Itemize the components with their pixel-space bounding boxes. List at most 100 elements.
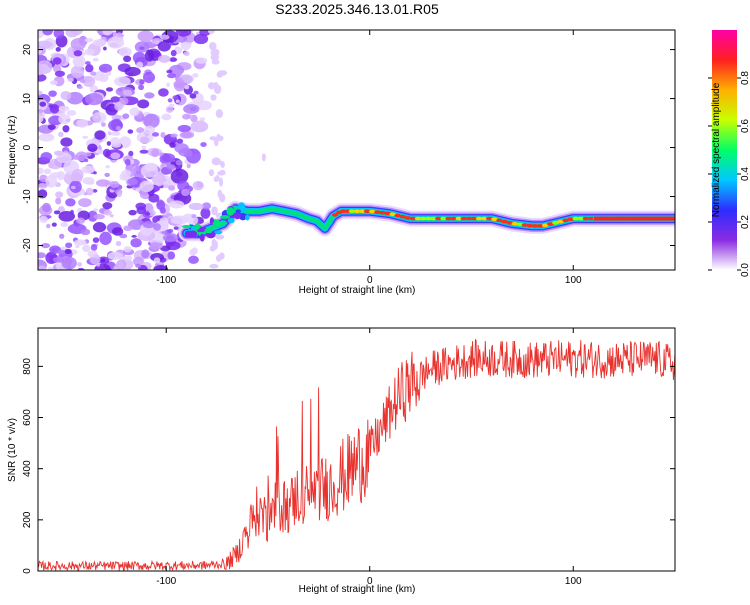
noise-blob <box>214 138 219 147</box>
signal-hotspot <box>399 214 406 219</box>
signal-hotspot <box>481 216 488 221</box>
noise-blob <box>128 209 137 216</box>
noise-blob <box>73 50 83 57</box>
noise-blob <box>93 171 97 175</box>
signal-blob <box>188 230 198 238</box>
signal-hotspot <box>394 213 401 218</box>
noise-blob <box>170 215 190 225</box>
x-tick-label: 0 <box>367 576 373 587</box>
noise-blob <box>66 109 77 116</box>
y-tick-label: 0 <box>22 568 33 574</box>
signal-hotspot <box>465 216 473 221</box>
noise-blob <box>84 93 104 106</box>
signal-hotspot <box>430 216 437 221</box>
noise-blob <box>52 57 62 65</box>
noise-blob <box>92 222 107 233</box>
noise-blob <box>122 89 133 96</box>
noise-blob <box>170 133 178 138</box>
noise-blob <box>132 256 144 267</box>
signal-hotspot <box>552 221 559 225</box>
noise-blob <box>115 241 122 247</box>
noise-blob <box>65 30 79 38</box>
noise-blob <box>161 153 176 163</box>
noise-blob <box>114 101 123 111</box>
signal-hotspot <box>331 213 339 217</box>
noise-blob <box>141 145 147 150</box>
noise-blob <box>38 73 47 82</box>
noise-blob <box>176 34 188 43</box>
noise-blob <box>58 105 70 112</box>
y-tick-label: -10 <box>22 189 33 204</box>
noise-blob <box>78 198 92 208</box>
noise-blob <box>177 124 192 133</box>
noise-blob <box>123 246 132 253</box>
noise-blob <box>188 202 204 211</box>
noise-blob <box>207 82 215 90</box>
colorbar-tick-label: 0.0 <box>740 263 750 277</box>
x-tick-label: 100 <box>565 275 582 286</box>
noise-blob <box>114 76 131 87</box>
noise-blob <box>38 90 43 96</box>
noise-blob <box>123 55 132 63</box>
noise-blob <box>191 214 197 219</box>
noise-blob <box>107 131 112 136</box>
y-tick-label: 600 <box>22 409 33 426</box>
noise-blob <box>166 164 176 170</box>
spectrogram-x-ticks: -100 0 100 <box>156 30 582 286</box>
noise-blob <box>92 237 100 243</box>
noise-blob <box>168 103 175 108</box>
signal-hotspot <box>460 216 468 221</box>
signal-hotspot <box>363 209 371 214</box>
signal-blob <box>214 230 223 235</box>
noise-blob <box>208 169 215 177</box>
signal-hotspot <box>593 216 675 221</box>
noise-blob <box>106 141 112 146</box>
noise-blob <box>65 242 73 249</box>
noise-blob <box>157 54 171 63</box>
noise-blob <box>162 181 169 185</box>
noise-blob <box>70 185 76 190</box>
noise-blob <box>48 104 54 108</box>
noise-blob <box>85 187 94 196</box>
noise-blob <box>210 94 217 101</box>
noise-blob <box>159 245 171 252</box>
colorbar: 0.0 0.2 0.4 0.6 0.8 Normalized spectral ampl… <box>708 30 750 277</box>
signal-blob <box>220 215 231 219</box>
noise-blob <box>211 53 219 58</box>
noise-blob <box>183 104 200 114</box>
noise-blob <box>219 193 226 203</box>
noise-blob <box>60 137 73 147</box>
noise-blob <box>192 73 199 78</box>
signal-hotspot <box>374 210 381 214</box>
noise-blob <box>168 64 185 76</box>
signal-blob <box>227 217 235 224</box>
noise-blob <box>168 185 176 191</box>
noise-blob <box>200 207 211 219</box>
x-tick-label: 0 <box>367 275 373 286</box>
noise-blob <box>127 129 134 134</box>
noise-blob <box>161 30 179 43</box>
noise-blob <box>175 99 180 103</box>
noise-blob <box>98 63 113 73</box>
signal-hotspot <box>470 216 478 221</box>
noise-blob <box>189 93 197 99</box>
signal-hotspot <box>501 219 508 224</box>
noise-blob <box>96 262 101 267</box>
noise-blob <box>110 152 121 160</box>
noise-blob <box>40 151 53 162</box>
noise-blob <box>39 215 48 224</box>
noise-blob <box>87 250 98 258</box>
noise-blob <box>38 265 47 270</box>
noise-blob <box>62 125 70 133</box>
noise-blob <box>192 180 204 191</box>
noise-blob <box>135 263 142 268</box>
noise-blob <box>103 209 112 216</box>
noise-blob <box>179 131 195 139</box>
noise-blob <box>45 174 58 188</box>
snr-series <box>38 338 675 571</box>
noise-blob <box>169 142 176 148</box>
signal-blob <box>204 229 213 234</box>
noise-blob <box>83 158 89 163</box>
noise-blob <box>213 84 222 95</box>
